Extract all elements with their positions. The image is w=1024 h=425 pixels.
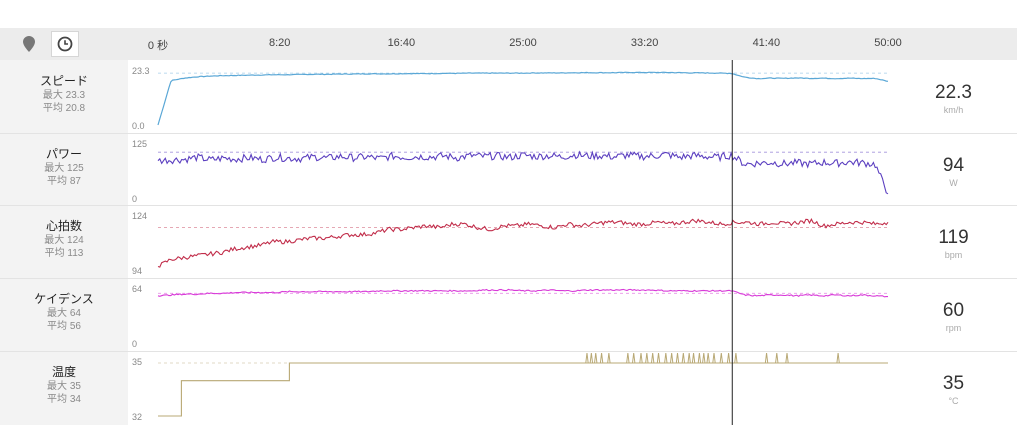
map-pin-icon xyxy=(23,36,35,52)
temperature-spike xyxy=(599,352,604,364)
metric-title: スピード xyxy=(39,74,88,88)
current-values-column xyxy=(890,60,1017,425)
current-value-heart-rate: 119 bpm xyxy=(890,227,1017,260)
temperature-spike xyxy=(775,352,779,364)
temperature-spike xyxy=(607,352,611,364)
temperature-spike xyxy=(785,352,789,364)
time-tick-label: 16:40 xyxy=(387,37,416,49)
temperature-spike xyxy=(702,352,706,364)
current-value-power: 94 W xyxy=(890,155,1017,188)
temperature-spike xyxy=(726,352,731,364)
metric-max: 最大 124 xyxy=(44,235,84,246)
map-view-button[interactable] xyxy=(15,31,43,57)
temperature-spike xyxy=(712,352,716,364)
y-min-label: 32 xyxy=(132,412,143,422)
metric-max: 最大 64 xyxy=(47,308,81,319)
metric-average: 平均 56 xyxy=(47,321,81,332)
temperature-series-line xyxy=(158,362,888,417)
metric-label-temperature: 温度最大 35 平均 34 xyxy=(0,363,128,406)
temperature-spike xyxy=(639,352,643,364)
temperature-spike xyxy=(664,352,668,364)
metric-title: ケイデンス xyxy=(34,292,94,306)
time-tick-label: 50:00 xyxy=(874,37,902,49)
speed-series-line xyxy=(157,71,889,126)
temperature-spike xyxy=(697,352,702,364)
temperature-spike xyxy=(669,352,674,364)
metric-labels-column xyxy=(0,60,128,425)
metric-max: 最大 23.3 xyxy=(42,90,86,101)
temperature-spike xyxy=(734,352,738,364)
temperature-spike xyxy=(687,352,691,364)
metric-label-cadence: ケイデンス最大 64 平均 56 xyxy=(0,290,128,333)
y-max-label: 125 xyxy=(132,139,148,149)
y-max-label: 23.3 xyxy=(132,66,150,76)
temperature-spike xyxy=(645,352,649,364)
time-tick-label: 25:00 xyxy=(509,37,537,49)
timeline-toolbar: 0 秒 8:20 16:40 25:00 33:20 41:40 50:00 xyxy=(0,28,1017,60)
metric-label-power: パワー最大 125 平均 87 xyxy=(0,145,128,188)
unit-label: bpm xyxy=(944,250,963,260)
current-value: 35 xyxy=(942,373,965,394)
temperature-spike xyxy=(706,352,710,364)
y-max-label: 64 xyxy=(132,284,143,294)
cadence-series-line xyxy=(157,288,888,298)
temperature-spike xyxy=(681,352,686,364)
temperature-spike xyxy=(632,352,636,364)
y-min-label: 94 xyxy=(132,266,143,276)
power-series-line xyxy=(157,150,889,195)
temperature-spike xyxy=(675,352,680,364)
y-min-label: 0 xyxy=(132,339,138,349)
temperature-spike xyxy=(650,352,655,364)
temperature-spike xyxy=(836,352,840,364)
current-value: 119 xyxy=(938,227,969,248)
current-value: 22.3 xyxy=(935,82,972,103)
metric-title: パワー xyxy=(45,147,82,161)
unit-label: °C xyxy=(948,396,959,406)
current-value: 60 xyxy=(942,300,965,321)
row-divider xyxy=(0,205,1017,206)
time-tick-label: 0 秒 xyxy=(147,40,169,52)
unit-label: rpm xyxy=(945,323,962,333)
metric-max: 最大 35 xyxy=(47,381,81,392)
time-tick-label: 8:20 xyxy=(268,37,291,49)
row-divider xyxy=(0,133,1017,134)
temperature-spike xyxy=(719,352,723,364)
heart-rate-series-line xyxy=(157,217,889,268)
time-tick-label: 41:40 xyxy=(752,37,781,49)
current-value-temperature: 35 °C xyxy=(890,373,1017,406)
y-max-label: 124 xyxy=(132,211,148,221)
temperature-spike xyxy=(626,352,630,364)
unit-label: km/h xyxy=(943,105,964,115)
metric-average: 平均 34 xyxy=(47,394,81,405)
row-divider xyxy=(0,278,1017,279)
time-tick-label: 33:20 xyxy=(630,37,659,49)
time-view-button[interactable] xyxy=(51,31,79,57)
current-value-cadence: 60 rpm xyxy=(890,300,1017,333)
temperature-spike xyxy=(589,352,594,364)
y-min-label: 0 xyxy=(132,194,138,204)
unit-label: W xyxy=(949,178,958,188)
metric-label-heart-rate: 心拍数最大 124 平均 113 xyxy=(0,217,128,260)
metric-average: 平均 87 xyxy=(47,176,81,187)
current-value-speed: 22.3 km/h xyxy=(890,82,1017,115)
metric-average: 平均 113 xyxy=(44,248,84,259)
metric-max: 最大 125 xyxy=(44,163,84,174)
metric-label-speed: スピード最大 23.3 平均 20.8 xyxy=(0,72,128,115)
current-value: 94 xyxy=(942,155,965,176)
y-max-label: 35 xyxy=(132,357,143,367)
temperature-spike xyxy=(594,352,598,364)
clock-icon xyxy=(57,36,73,52)
temperature-spike xyxy=(656,352,661,364)
metric-title: 心拍数 xyxy=(45,219,82,233)
temperature-spike xyxy=(691,352,696,364)
temperature-spike xyxy=(764,352,769,364)
metric-average: 平均 20.8 xyxy=(42,103,86,114)
y-min-label: 0.0 xyxy=(132,121,145,131)
temperature-spike xyxy=(585,352,589,364)
row-divider xyxy=(0,351,1017,352)
metric-title: 温度 xyxy=(51,365,76,379)
